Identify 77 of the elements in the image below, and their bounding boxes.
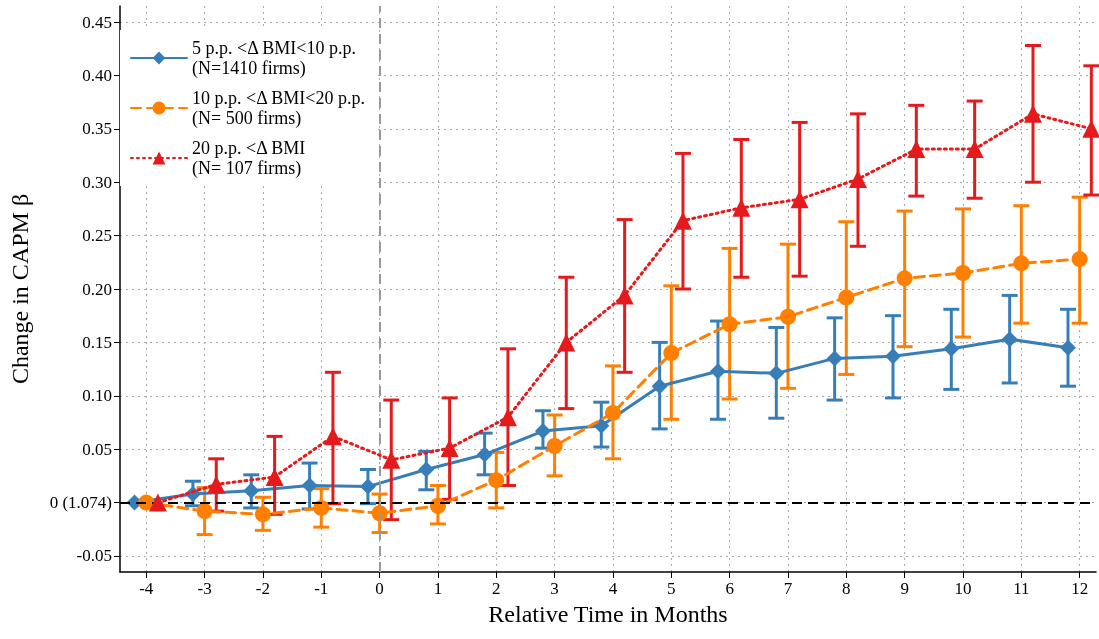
x-tick-label: 10 [954, 579, 972, 598]
y-tick-label: 0 (1.074) [49, 493, 112, 513]
x-tick-label: 8 [842, 579, 851, 598]
point [1013, 255, 1030, 272]
point [323, 427, 342, 446]
point [884, 348, 901, 365]
point [313, 499, 330, 516]
x-tick-label: 12 [1071, 579, 1089, 598]
point [476, 446, 493, 463]
x-tick-label: 3 [550, 579, 559, 598]
point [440, 439, 459, 458]
point [896, 270, 913, 287]
x-tick-label: -3 [197, 579, 212, 598]
x-tick-label: -1 [314, 579, 329, 598]
point [546, 437, 563, 454]
point [732, 198, 751, 217]
x-tick-label: 1 [433, 579, 443, 598]
point [826, 350, 843, 367]
y-tick-label: 0.10 [82, 386, 112, 406]
point [907, 140, 926, 159]
y-axis-title: Change in CAPM β [7, 193, 33, 385]
x-axis-title: Relative Time in Months [488, 601, 728, 627]
point [498, 408, 517, 427]
point [615, 286, 634, 305]
point [148, 493, 167, 512]
x-tick-label: 5 [667, 579, 676, 598]
x-tick-label: 11 [1013, 579, 1030, 598]
point [418, 461, 435, 478]
point [301, 477, 318, 494]
point [382, 450, 401, 469]
point [359, 478, 376, 495]
y-tick-label: 0.20 [82, 279, 112, 299]
x-tick-label: 9 [900, 579, 909, 598]
y-tick-label: 0.35 [82, 119, 112, 139]
legend-label: 10 p.p. <Δ BMI<20 p.p. (N= 500 firms) [192, 88, 365, 129]
point [790, 190, 809, 209]
y-tick-label: 0.40 [82, 65, 112, 85]
x-tick-label: 4 [608, 579, 618, 598]
x-tick-label: 7 [783, 579, 793, 598]
y-tick-label: 0.05 [82, 439, 112, 459]
point [429, 497, 446, 514]
x-tick-label: -2 [255, 579, 271, 598]
legend-label: 5 p.p. <Δ BMI<10 p.p. (N=1410 firms) [192, 38, 356, 79]
y-tick-label: 0.25 [82, 226, 112, 246]
point [488, 472, 505, 489]
point [1082, 119, 1099, 138]
point [779, 308, 796, 325]
point [557, 333, 576, 352]
point [955, 264, 971, 281]
point [943, 340, 960, 357]
point [848, 170, 867, 188]
x-tick-label: -4 [139, 579, 154, 598]
point [651, 378, 668, 395]
point [593, 417, 610, 434]
y-tick-label: 0.15 [82, 332, 112, 352]
point [254, 506, 271, 523]
point [663, 345, 680, 362]
point [243, 482, 260, 499]
point [534, 423, 551, 440]
point [768, 365, 785, 382]
y-tick-label: 0.30 [82, 172, 112, 192]
point [207, 475, 226, 494]
x-tick-label: 6 [725, 579, 734, 598]
point [838, 289, 855, 306]
point [709, 363, 726, 380]
point [1060, 339, 1076, 356]
point [604, 404, 621, 421]
point [196, 503, 213, 520]
point [1071, 251, 1088, 268]
point [1001, 331, 1018, 348]
x-tick-label: 0 [375, 579, 384, 598]
x-tick-label: 2 [492, 579, 501, 598]
point [965, 140, 984, 159]
point [721, 316, 738, 333]
y-tick-label: -0.05 [76, 546, 112, 566]
y-tick-label: 0.45 [82, 12, 112, 32]
legend-label: 20 p.p. <Δ BMI (N= 107 firms) [192, 138, 306, 179]
